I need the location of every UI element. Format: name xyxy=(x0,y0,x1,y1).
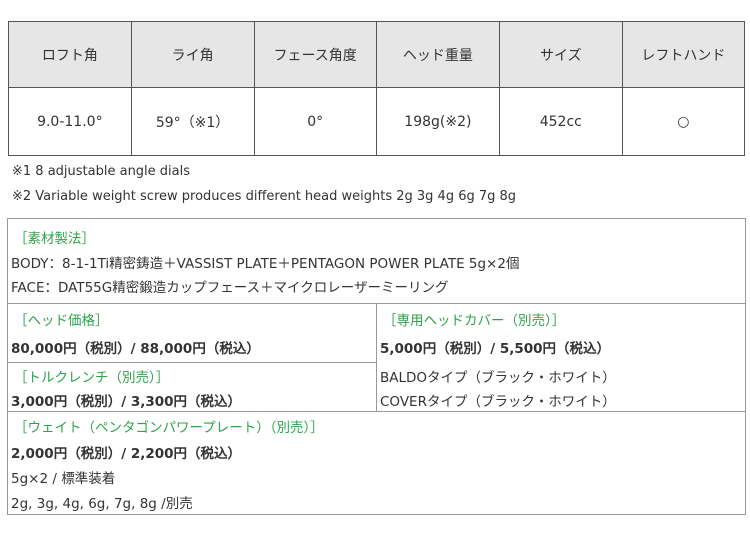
torque-section: ［トルクレンチ（別売）］ 3,000円（税別）/ 3,300円（税込） xyxy=(7,362,377,412)
cover-price: 5,000円（税別）/ 5,500円（税込） xyxy=(380,341,611,357)
weight-price: 2,000円（税別）/ 2,200円（税込） xyxy=(11,446,242,462)
header-face-angle: フェース角度 xyxy=(253,21,377,88)
cover-type-baldo: BALDOタイプ（ブラック・ホワイト） xyxy=(380,370,616,386)
header-size: サイズ xyxy=(498,21,623,88)
spec-value-row: 9.0-11.0° 59°（※1） 0° 198g(※2) 452cc ○ xyxy=(8,87,746,156)
head-price-value: 80,000円（税別）/ 88,000円（税込） xyxy=(11,341,260,357)
torque-price: 3,000円（税別）/ 3,300円（税込） xyxy=(11,394,242,410)
head-price-title: ［ヘッド価格］ xyxy=(14,313,109,329)
value-left-hand: ○ xyxy=(621,87,746,156)
value-lie: 59°（※1） xyxy=(130,87,255,156)
material-face: FACE：DAT55G精密鍛造カップフェース＋マイクロレーザーミーリング xyxy=(11,280,449,296)
material-section: ［素材製法］ BODY：8-1-1Ti精密鋳造＋VASSIST PLATE＋PE… xyxy=(7,218,746,304)
weight-options: 2g, 3g, 4g, 6g, 7g, 8g /別売 xyxy=(11,496,193,512)
header-lie: ライ角 xyxy=(130,21,255,88)
weight-standard: 5g×2 / 標準装着 xyxy=(11,471,116,487)
spec-header-row: ロフト角 ライ角 フェース角度 ヘッド重量 サイズ レフトハンド xyxy=(8,21,746,88)
weight-title: ［ウェイト（ペンタゴンパワープレート）（別売）］ xyxy=(14,420,324,436)
header-loft: ロフト角 xyxy=(8,21,132,88)
material-title: ［素材製法］ xyxy=(14,231,95,247)
value-head-weight: 198g(※2) xyxy=(375,87,500,156)
material-body: BODY：8-1-1Ti精密鋳造＋VASSIST PLATE＋PENTAGON … xyxy=(11,256,520,272)
cover-type-cover: COVERタイプ（ブラック・ホワイト） xyxy=(380,394,616,410)
cover-section: ［専用ヘッドカバー（別売）］ 5,000円（税別）/ 5,500円（税込） BA… xyxy=(376,303,746,412)
weight-section: ［ウェイト（ペンタゴンパワープレート）（別売）］ 2,000円（税別）/ 2,2… xyxy=(7,411,746,515)
spec-table: ロフト角 ライ角 フェース角度 ヘッド重量 サイズ レフトハンド 9.0-11.… xyxy=(8,21,746,156)
note-1: ※1 8 adjustable angle dials xyxy=(12,164,191,179)
head-price-section: ［ヘッド価格］ 80,000円（税別）/ 88,000円（税込） xyxy=(7,303,377,363)
note-2: ※2 Variable weight screw produces differ… xyxy=(12,189,517,204)
value-face-angle: 0° xyxy=(253,87,377,156)
value-size: 452cc xyxy=(498,87,623,156)
cover-title: ［専用ヘッドカバー（別売）］ xyxy=(383,313,566,329)
torque-title: ［トルクレンチ（別売）］ xyxy=(14,370,170,386)
header-left-hand: レフトハンド xyxy=(621,21,746,88)
header-head-weight: ヘッド重量 xyxy=(375,21,500,88)
value-loft: 9.0-11.0° xyxy=(8,87,132,156)
